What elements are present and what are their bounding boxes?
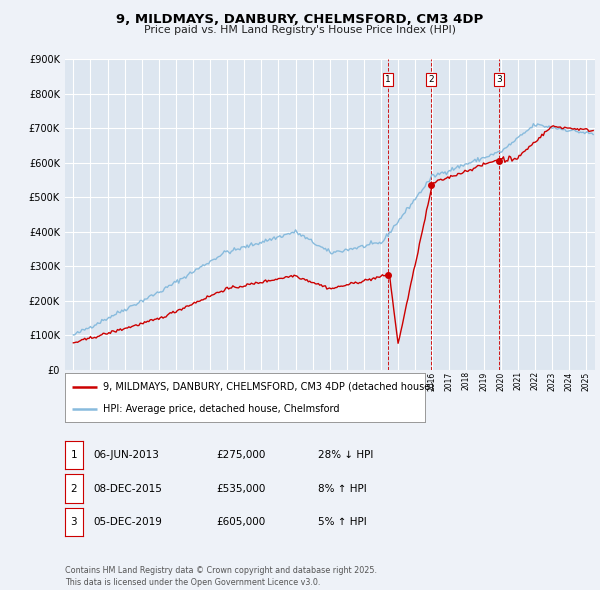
Text: 3: 3 [496,76,502,84]
Text: 08-DEC-2015: 08-DEC-2015 [93,484,162,493]
Text: Price paid vs. HM Land Registry's House Price Index (HPI): Price paid vs. HM Land Registry's House … [144,25,456,35]
Text: 2: 2 [428,76,434,84]
Text: 9, MILDMAYS, DANBURY, CHELMSFORD, CM3 4DP (detached house): 9, MILDMAYS, DANBURY, CHELMSFORD, CM3 4D… [103,382,434,392]
Text: HPI: Average price, detached house, Chelmsford: HPI: Average price, detached house, Chel… [103,404,339,414]
Text: 9, MILDMAYS, DANBURY, CHELMSFORD, CM3 4DP: 9, MILDMAYS, DANBURY, CHELMSFORD, CM3 4D… [116,13,484,26]
Text: 8% ↑ HPI: 8% ↑ HPI [318,484,367,493]
Text: 3: 3 [70,517,77,527]
Text: Contains HM Land Registry data © Crown copyright and database right 2025.
This d: Contains HM Land Registry data © Crown c… [65,566,377,587]
Text: 1: 1 [385,76,391,84]
Text: 06-JUN-2013: 06-JUN-2013 [93,450,159,460]
Text: 2: 2 [70,484,77,493]
Text: 5% ↑ HPI: 5% ↑ HPI [318,517,367,527]
Text: 28% ↓ HPI: 28% ↓ HPI [318,450,373,460]
Text: £275,000: £275,000 [216,450,265,460]
Text: £605,000: £605,000 [216,517,265,527]
Text: 1: 1 [70,450,77,460]
Text: £535,000: £535,000 [216,484,265,493]
Text: 05-DEC-2019: 05-DEC-2019 [93,517,162,527]
